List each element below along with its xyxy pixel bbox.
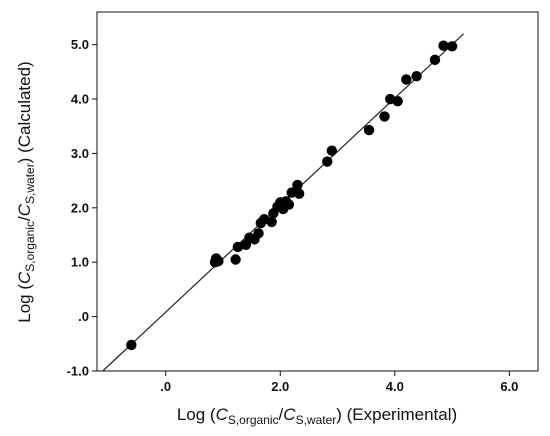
- plot-frame: [96, 11, 539, 372]
- y-tick-label: 3.0: [71, 146, 89, 161]
- data-points: [126, 40, 458, 351]
- y-tick-label: 1.0: [71, 255, 89, 270]
- data-point: [126, 339, 137, 351]
- data-point: [446, 41, 458, 52]
- axis-ticks: .0 2.0 4.0 6.0 -1.0 .0 1.0 2.0 3.0 4.0 5.0: [67, 37, 519, 394]
- y-tick-label: 4.0: [71, 92, 89, 107]
- x-tick-label: 4.0: [386, 379, 404, 394]
- data-point: [283, 199, 295, 210]
- data-point: [322, 156, 333, 167]
- x-tick-label: 6.0: [500, 379, 518, 394]
- data-point: [379, 111, 390, 122]
- y-axis-label: Log (CS,organic/CS,water) (Calculated): [15, 61, 37, 322]
- data-point: [438, 40, 449, 51]
- data-point: [363, 124, 375, 136]
- data-point: [401, 74, 412, 85]
- y-tick-label: 5.0: [71, 37, 89, 52]
- data-point: [429, 54, 441, 66]
- data-point: [326, 145, 338, 156]
- data-point: [392, 96, 403, 107]
- x-tick-label: 2.0: [271, 379, 289, 394]
- data-point: [266, 216, 277, 228]
- y-tick-label: 2.0: [71, 200, 89, 215]
- data-point: [232, 241, 244, 253]
- data-point: [411, 70, 422, 82]
- y-tick-label: -1.0: [67, 364, 89, 379]
- x-tick-label: .0: [160, 379, 171, 394]
- y-tick-label: .0: [78, 309, 89, 324]
- data-point: [253, 228, 264, 239]
- data-point: [213, 255, 224, 267]
- data-point: [292, 179, 303, 191]
- data-point: [293, 188, 305, 199]
- data-point: [230, 254, 241, 265]
- x-axis-label: Log (CS,organic/CS,water) (Experimental): [177, 405, 457, 427]
